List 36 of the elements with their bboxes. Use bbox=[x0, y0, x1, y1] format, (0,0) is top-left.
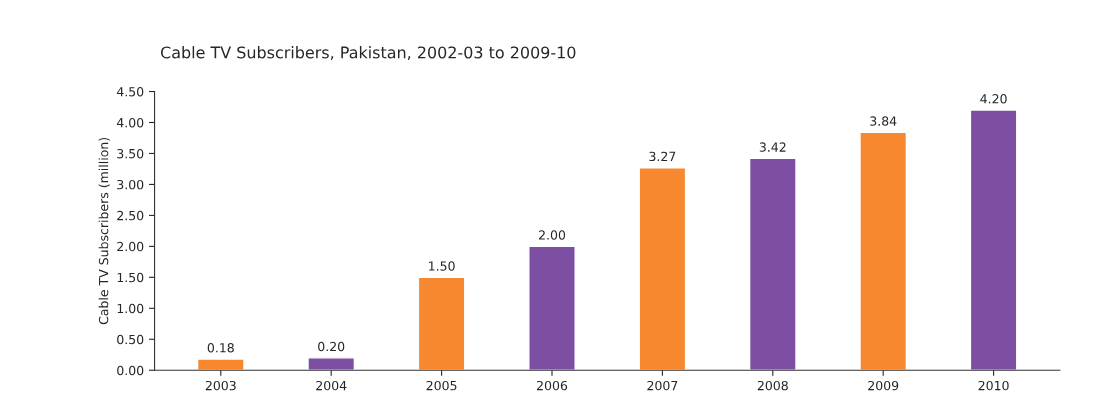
y-tick-label: 2.00 bbox=[117, 241, 144, 252]
y-tick-label: 3.50 bbox=[117, 148, 144, 159]
y-tick-label: 0.50 bbox=[117, 334, 144, 345]
bar bbox=[859, 131, 908, 371]
y-tick-label: 4.50 bbox=[116, 86, 144, 97]
data-label: 0.18 bbox=[207, 343, 234, 353]
x-tick-label: 2008 bbox=[757, 380, 788, 391]
bar bbox=[528, 245, 576, 371]
bar bbox=[969, 109, 1018, 371]
x-tick-label: 2007 bbox=[647, 380, 678, 391]
x-tick-label: 2004 bbox=[316, 380, 347, 391]
bar bbox=[196, 358, 245, 371]
data-label: 3.84 bbox=[870, 116, 897, 126]
data-label: 3.27 bbox=[649, 151, 676, 162]
x-tick-label: 2005 bbox=[426, 380, 457, 391]
x-tick-label: 2003 bbox=[205, 380, 236, 391]
y-tick-label: 0.00 bbox=[117, 365, 144, 376]
chart-title: Cable TV Subscribers, Pakistan, 2002-03 to 2009-10 bbox=[160, 46, 576, 61]
bar bbox=[417, 276, 466, 371]
y-tick-label: 1.50 bbox=[117, 272, 144, 283]
x-tick-label: 2009 bbox=[868, 380, 899, 391]
y-axis-title: Cable TV Subscribers (million) bbox=[98, 137, 110, 325]
data-label: 0.20 bbox=[318, 341, 345, 352]
y-tick-label: 4.00 bbox=[116, 117, 144, 128]
data-label: 2.00 bbox=[539, 230, 566, 240]
data-label: 3.42 bbox=[759, 142, 786, 152]
bar bbox=[307, 357, 356, 371]
data-label: 1.50 bbox=[429, 261, 455, 271]
bar bbox=[748, 157, 797, 371]
y-tick-label: 1.00 bbox=[117, 303, 144, 314]
x-tick-label: 2006 bbox=[537, 380, 568, 391]
x-tick-label: 2010 bbox=[978, 380, 1009, 391]
data-label: 4.20 bbox=[980, 94, 1007, 104]
y-tick-label: 2.50 bbox=[117, 210, 144, 221]
bar bbox=[638, 167, 687, 371]
y-tick-label: 3.00 bbox=[117, 179, 144, 190]
